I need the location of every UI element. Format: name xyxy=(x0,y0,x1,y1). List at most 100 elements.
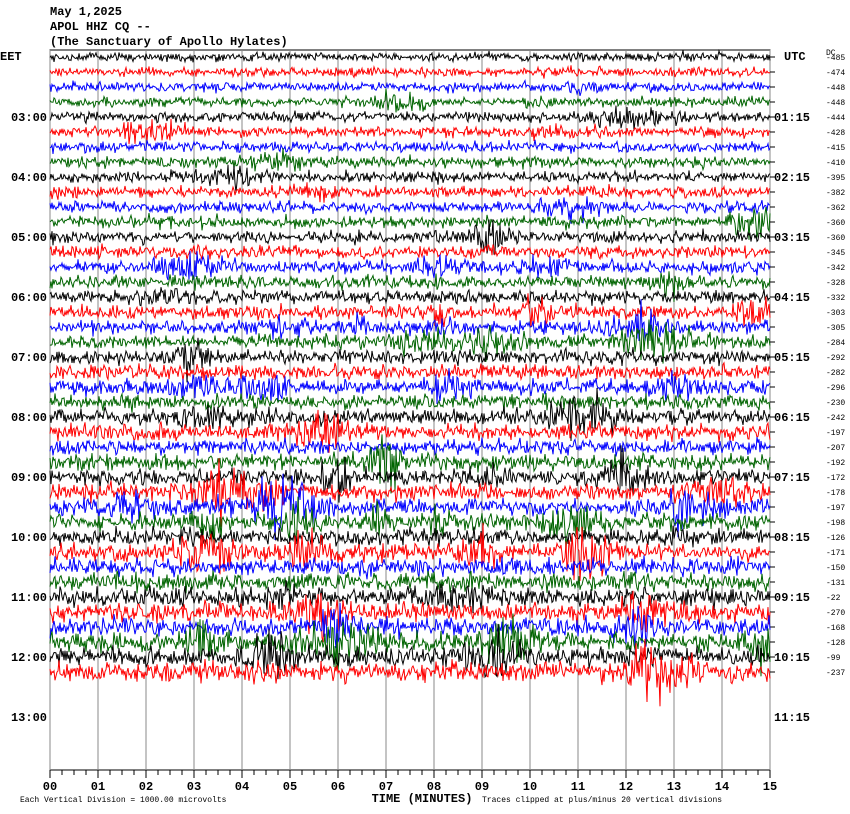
trace xyxy=(49,522,771,582)
left-zone: EET xyxy=(0,50,22,64)
date: May 1,2025 xyxy=(50,5,122,19)
trace xyxy=(49,219,771,255)
right-time: 06:15 xyxy=(774,411,810,425)
x-tick-label: 02 xyxy=(139,780,153,794)
dc-offset: -485 xyxy=(826,54,845,63)
trace xyxy=(49,207,771,240)
trace xyxy=(49,196,771,224)
dc-offset: -282 xyxy=(826,369,845,378)
trace xyxy=(49,48,771,64)
left-time: 06:00 xyxy=(11,291,47,305)
trace xyxy=(49,638,771,707)
dc-offset: -128 xyxy=(826,639,845,648)
trace xyxy=(49,105,771,131)
dc-offset: -197 xyxy=(826,504,845,513)
dc-offset: -270 xyxy=(826,609,845,618)
trace xyxy=(49,337,771,383)
x-tick-label: 15 xyxy=(763,780,777,794)
x-tick-label: 14 xyxy=(715,780,729,794)
x-axis-label: TIME (MINUTES) xyxy=(372,792,473,806)
x-tick-label: 11 xyxy=(571,780,585,794)
right-time: 09:15 xyxy=(774,591,810,605)
x-tick-label: 08 xyxy=(427,780,441,794)
dc-offset: -178 xyxy=(826,489,845,498)
dc-offset: -303 xyxy=(826,309,845,318)
x-tick-label: 05 xyxy=(283,780,297,794)
station: APOL HHZ CQ -- xyxy=(50,20,151,34)
left-time: 13:00 xyxy=(11,711,47,725)
dc-offset: -474 xyxy=(826,69,845,78)
dc-offset: -410 xyxy=(826,159,845,168)
dc-offset: -332 xyxy=(826,294,845,303)
trace xyxy=(49,473,771,541)
right-time: 08:15 xyxy=(774,531,810,545)
trace xyxy=(49,387,771,442)
trace xyxy=(49,243,771,261)
left-time: 04:00 xyxy=(11,171,47,185)
dc-offset: -362 xyxy=(826,204,845,213)
trace xyxy=(49,88,771,113)
dc-offset: -345 xyxy=(826,249,845,258)
dc-offset: -444 xyxy=(826,114,845,123)
dc-offset: -22 xyxy=(826,594,841,603)
right-time: 05:15 xyxy=(774,351,810,365)
trace xyxy=(49,570,771,594)
left-time: 03:00 xyxy=(11,111,47,125)
right-time: 10:15 xyxy=(774,651,810,665)
trace xyxy=(49,287,771,307)
dc-offset: -230 xyxy=(826,399,845,408)
dc-offset: -207 xyxy=(826,444,845,453)
dc-offset: -237 xyxy=(826,669,845,678)
trace xyxy=(49,496,771,550)
dc-offset: -382 xyxy=(826,189,845,198)
dc-offset: -126 xyxy=(826,534,845,543)
right-time: 04:15 xyxy=(774,291,810,305)
right-zone: UTC xyxy=(784,50,806,64)
dc-offset: -197 xyxy=(826,429,845,438)
left-time: 12:00 xyxy=(11,651,47,665)
dc-offset: -305 xyxy=(826,324,845,333)
dc-offset: -296 xyxy=(826,384,845,393)
dc-offset: -198 xyxy=(826,519,845,528)
x-tick-label: 13 xyxy=(667,780,681,794)
trace xyxy=(49,78,771,97)
trace xyxy=(49,580,771,614)
dc-offset: -192 xyxy=(826,459,845,468)
trace xyxy=(49,392,771,413)
left-time: 05:00 xyxy=(11,231,47,245)
trace xyxy=(49,118,771,145)
dc-label: DC xyxy=(826,49,836,58)
trace xyxy=(49,590,771,643)
dc-offset: -448 xyxy=(826,84,845,93)
dc-offset: -415 xyxy=(826,144,845,153)
x-tick-label: 04 xyxy=(235,780,249,794)
x-tick-label: 01 xyxy=(91,780,105,794)
left-time: 07:00 xyxy=(11,351,47,365)
left-time: 11:00 xyxy=(11,591,47,605)
trace xyxy=(49,319,771,364)
trace xyxy=(49,525,771,548)
dc-offset: -328 xyxy=(826,279,845,288)
trace xyxy=(49,436,771,457)
dc-offset: -242 xyxy=(826,414,845,423)
x-tick-label: 03 xyxy=(187,780,201,794)
left-time: 09:00 xyxy=(11,471,47,485)
clip-note: Traces clipped at plus/minus 20 vertical… xyxy=(482,796,722,805)
dc-offset: -150 xyxy=(826,564,845,573)
right-time: 11:15 xyxy=(774,711,810,725)
trace xyxy=(49,613,771,677)
x-tick-label: 09 xyxy=(475,780,489,794)
dc-offset: -168 xyxy=(826,624,845,633)
trace xyxy=(49,361,771,382)
right-time: 02:15 xyxy=(774,171,810,185)
trace xyxy=(49,623,771,680)
x-tick-label: 07 xyxy=(379,780,393,794)
dc-offset: -360 xyxy=(826,219,845,228)
dc-offset: -99 xyxy=(826,654,841,663)
dc-offset: -284 xyxy=(826,339,845,348)
trace xyxy=(49,368,771,405)
dc-offset: -131 xyxy=(826,579,845,588)
trace xyxy=(49,602,771,651)
trace xyxy=(49,64,771,79)
trace xyxy=(49,409,771,453)
